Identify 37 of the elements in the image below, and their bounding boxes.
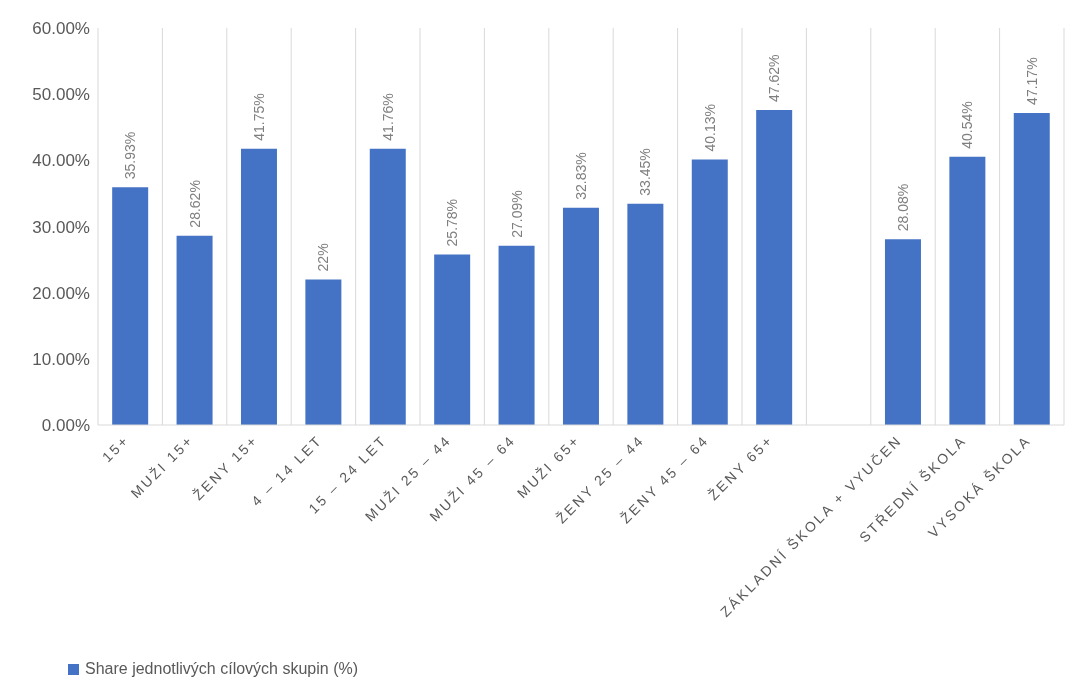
x-tick-label: 15+ — [98, 431, 133, 466]
bar — [949, 156, 986, 425]
y-tick-label: 50.00% — [32, 85, 90, 105]
bar — [369, 148, 406, 425]
y-tick-label: 0.00% — [41, 416, 90, 436]
y-tick-label: 40.00% — [32, 151, 90, 171]
bar — [112, 187, 149, 425]
data-label: 47.17% — [1023, 57, 1040, 105]
bar — [691, 159, 728, 425]
bar — [884, 239, 921, 425]
data-label: 41.75% — [250, 93, 267, 141]
data-label: 35.93% — [122, 131, 139, 180]
data-label: 22% — [315, 243, 332, 272]
data-label: 41.76% — [379, 93, 396, 141]
bar — [305, 279, 342, 425]
bar — [627, 203, 664, 425]
data-label: 40.13% — [701, 103, 718, 152]
data-label: 27.09% — [508, 190, 525, 238]
data-label: 32.83% — [572, 152, 589, 200]
data-label: 40.54% — [959, 101, 976, 149]
legend-label: Share jednotlivých cílových skupin (%) — [85, 660, 359, 678]
bar — [562, 207, 599, 425]
bar — [434, 254, 471, 425]
bar — [498, 245, 535, 425]
y-tick-label: 10.00% — [32, 349, 90, 369]
data-label: 47.62% — [766, 54, 783, 102]
data-label: 28.08% — [894, 183, 911, 232]
y-tick-label: 30.00% — [32, 217, 90, 237]
y-tick-label: 60.00% — [32, 19, 90, 39]
bar — [176, 235, 213, 425]
y-tick-label: 20.00% — [32, 283, 90, 303]
bar — [1013, 112, 1050, 425]
data-label: 28.62% — [186, 180, 203, 228]
data-label: 25.78% — [444, 198, 461, 247]
bar — [240, 148, 277, 425]
data-label: 33.45% — [637, 148, 654, 196]
bar — [756, 109, 793, 425]
